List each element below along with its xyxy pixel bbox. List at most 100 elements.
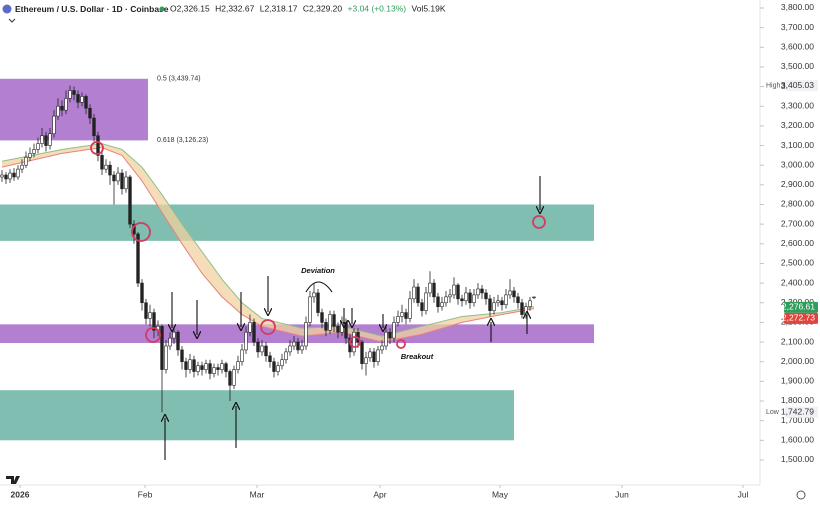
candle-body	[392, 322, 396, 339]
candle-body	[248, 322, 252, 333]
candle-body	[12, 172, 16, 178]
candle-body	[4, 174, 8, 180]
candle-body	[488, 298, 492, 311]
candle-body	[136, 233, 140, 284]
candle-body	[344, 322, 348, 339]
candle-body	[372, 351, 376, 362]
candle-body	[252, 322, 256, 343]
candle-body	[60, 105, 64, 111]
candle-body	[32, 149, 36, 154]
candle-body	[460, 298, 464, 302]
candles	[0, 85, 536, 413]
candle-body	[292, 341, 296, 347]
candle-body	[332, 314, 336, 327]
candle-body	[500, 300, 504, 306]
candle-body	[420, 302, 424, 311]
x-tick-label: Jul	[738, 489, 749, 499]
settings-icon[interactable]	[796, 490, 806, 500]
candle-body	[220, 363, 224, 370]
candle-body	[448, 294, 452, 298]
candle-body	[452, 284, 456, 296]
y-tick-label: 2,700.00	[781, 218, 814, 228]
price-box	[784, 312, 818, 324]
ohlc-value: 2,332.67	[221, 4, 254, 14]
candle-body	[232, 369, 236, 386]
marker-name: High	[766, 82, 781, 89]
y-tick-label: 1,900.00	[781, 376, 814, 386]
candle-body	[440, 302, 444, 307]
marker-label: 3,405.03	[781, 80, 814, 90]
candle-body	[212, 367, 216, 374]
candle-body	[168, 337, 172, 347]
y-tick-label: 2,400.00	[781, 277, 814, 287]
candle-body	[360, 341, 364, 364]
y-tick-label: 1,500.00	[781, 454, 814, 464]
y-tick-label: 3,800.00	[781, 2, 814, 12]
x-tick-label: Mar	[250, 489, 265, 499]
candle-body	[192, 359, 196, 372]
candle-body	[384, 331, 388, 347]
circle-marker	[145, 327, 161, 343]
marker-box	[785, 406, 818, 418]
marker-box	[785, 80, 818, 92]
candle-body	[316, 292, 320, 313]
candle-body	[124, 176, 128, 190]
y-tick-label: 3,100.00	[781, 140, 814, 150]
candle-body	[176, 331, 180, 351]
candle-body	[476, 288, 480, 296]
candle-body	[408, 298, 412, 319]
candle-body	[276, 365, 280, 372]
x-tick-label: Feb	[138, 489, 153, 499]
candle-body	[28, 153, 32, 158]
candle-body	[128, 176, 132, 225]
x-tick-label: 2026	[11, 489, 30, 499]
candle-body	[272, 361, 276, 372]
candle-body	[416, 286, 420, 304]
candle-body	[484, 292, 488, 300]
candle-body	[412, 286, 416, 300]
candle-body	[388, 331, 392, 339]
price-label: 2,272.73	[782, 313, 815, 323]
collapse-icon[interactable]	[8, 18, 16, 23]
candle-body	[104, 164, 108, 170]
candle-body	[336, 326, 340, 333]
candle-body	[300, 345, 304, 351]
y-tick-label: 3,000.00	[781, 159, 814, 169]
price-box	[784, 301, 818, 313]
y-tick-label: 1,600.00	[781, 435, 814, 445]
candle-body	[180, 349, 184, 362]
circle-marker	[260, 319, 276, 335]
fib-label: 0.5 (3,439.74)	[157, 76, 201, 83]
candle-body	[184, 361, 188, 370]
candle-body	[312, 292, 316, 298]
candle-body	[76, 94, 80, 103]
candle-body	[92, 117, 96, 137]
candle-body	[424, 292, 428, 311]
candle-body	[96, 135, 100, 156]
change: +3.04 (+0.13%)	[348, 4, 407, 14]
candle-body	[400, 312, 404, 317]
axes: 3,800.003,700.003,600.003,500.003,400.00…	[11, 2, 818, 499]
candle-body	[324, 322, 328, 331]
y-tick-label: 2,600.00	[781, 238, 814, 248]
candle-body	[268, 355, 272, 362]
candle-body	[152, 312, 156, 331]
candle-body	[164, 345, 168, 370]
circle-marker	[349, 336, 361, 348]
y-tick-label: 1,800.00	[781, 395, 814, 405]
deviation-arc	[305, 281, 333, 293]
candle-body	[472, 294, 476, 304]
x-tick-label: May	[492, 489, 509, 499]
candle-body	[236, 361, 240, 370]
ohlc-value: 2,318.17	[264, 4, 297, 14]
candle-body	[52, 115, 56, 135]
candle-body	[240, 349, 244, 362]
logo	[6, 476, 20, 484]
candle-body	[56, 105, 60, 117]
candle-body	[72, 90, 76, 95]
ohlc-label: H	[215, 4, 221, 14]
candle-body	[208, 363, 212, 374]
marker-label: 1,742.79	[781, 406, 814, 416]
candle-body	[16, 168, 20, 178]
candle-body	[8, 172, 12, 180]
